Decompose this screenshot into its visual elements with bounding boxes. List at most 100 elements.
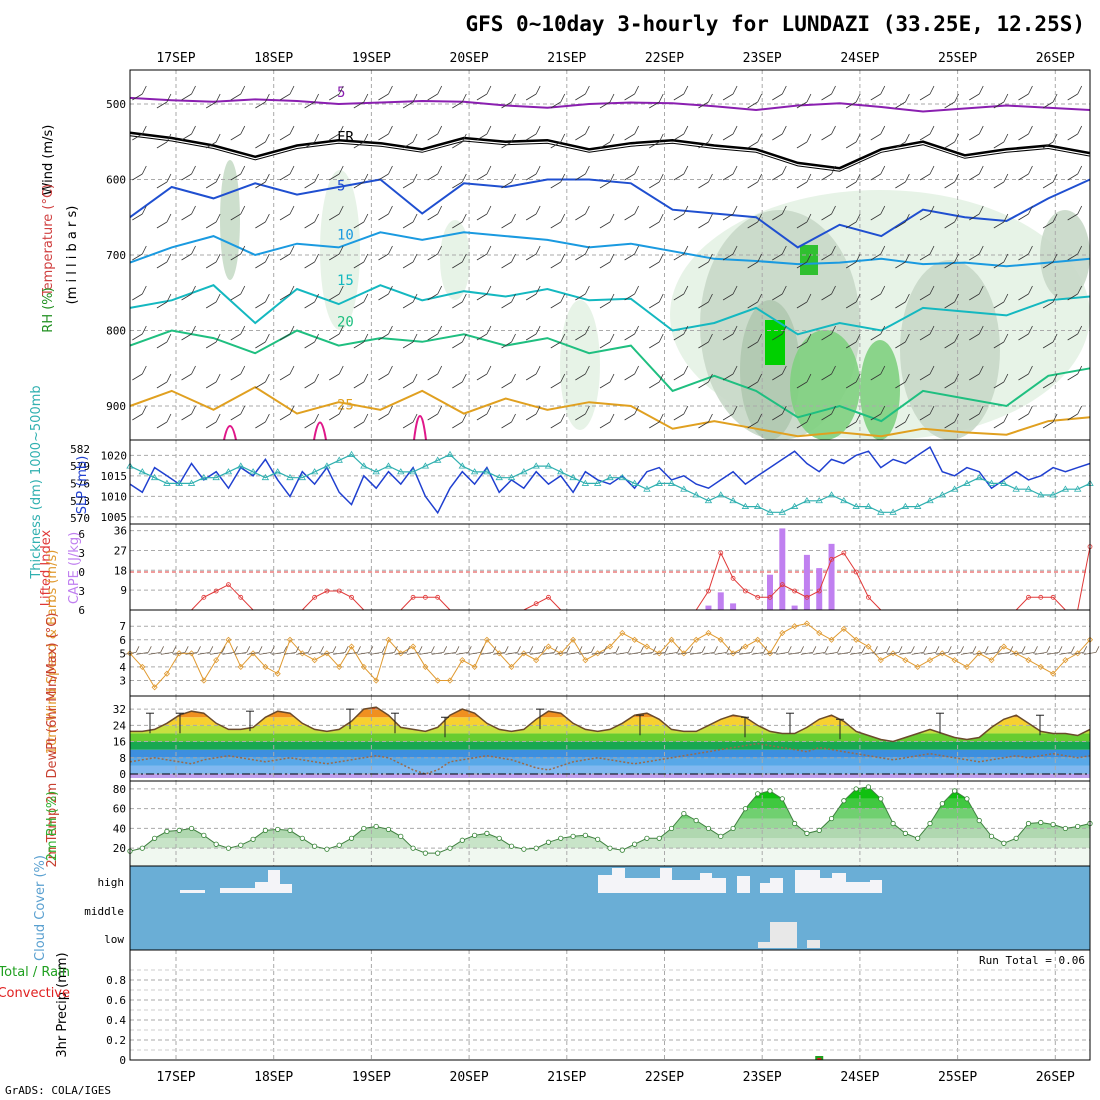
rh-marker <box>1050 821 1056 828</box>
wind-barb-10m <box>382 646 398 655</box>
tick-label-cape: 27 <box>114 544 127 557</box>
wind-speed-marker <box>496 650 503 657</box>
wind-barb-10m <box>603 646 620 655</box>
wind-barb-10m <box>702 646 718 655</box>
thickness-marker <box>1037 491 1045 498</box>
thickness-marker <box>840 497 848 504</box>
wind-barb <box>919 325 935 341</box>
wind-barb <box>329 365 344 381</box>
wind-barb <box>673 85 689 101</box>
wind-barb-10m <box>419 646 435 655</box>
wind-barb <box>845 213 861 229</box>
temperature-line <box>130 706 1091 743</box>
wind-speed-marker <box>594 650 601 657</box>
cloud-high <box>870 880 882 893</box>
rh-marker <box>1013 835 1019 841</box>
temperature-contour <box>129 131 1091 170</box>
cloud-level-label: middle <box>84 905 124 918</box>
wind-barb <box>1018 325 1033 341</box>
date-label-top: 19SEP <box>352 51 391 66</box>
rh-marker <box>755 791 761 797</box>
wind-barb <box>378 165 393 181</box>
thickness-marker <box>864 502 873 509</box>
wind-barb <box>575 285 590 301</box>
rh-marker <box>435 850 441 856</box>
wind-barb <box>944 253 959 269</box>
wind-barb <box>944 293 959 309</box>
wind-barb <box>132 365 147 381</box>
wind-barb <box>599 93 615 109</box>
date-axis-bottom: 17SEP 18SEP 19SEP 20SEP 21SEP 22SEP 23SEP 24SEP… <box>156 1070 1075 1085</box>
wind-speed-marker <box>1013 650 1020 657</box>
wind-barb <box>944 373 959 389</box>
wind-barb <box>1018 125 1033 141</box>
wind-barb <box>796 413 812 429</box>
rh-marker <box>201 832 207 838</box>
thickness-marker <box>606 473 614 481</box>
tick-label: 20 <box>113 842 126 855</box>
wind-barb <box>525 325 541 341</box>
wind-barb <box>821 165 836 181</box>
rh-marker <box>681 811 687 817</box>
cape-bar <box>779 528 786 610</box>
lifted-index-line <box>523 596 562 611</box>
cloud-high <box>820 878 832 893</box>
contour-label: 10 <box>337 228 354 244</box>
lifted-index-marker <box>866 594 871 600</box>
wind-speed-marker <box>410 643 417 650</box>
wind-barb <box>132 405 147 421</box>
tick-label: 7 <box>119 620 126 633</box>
wind-barb <box>722 285 738 301</box>
wind-barb <box>132 245 147 261</box>
date-label-top: 26SEP <box>1036 51 1075 66</box>
wind-barb <box>796 293 812 309</box>
thickness-marker <box>433 456 442 463</box>
wind-speed-marker <box>717 636 724 643</box>
wind-barb-10m <box>825 646 841 655</box>
tick-label: 24 <box>113 719 127 732</box>
wind-barb <box>969 405 984 421</box>
wind-barb <box>895 413 910 429</box>
lifted-index-line <box>301 590 365 611</box>
wind-barb <box>722 405 738 421</box>
thickness-marker <box>261 473 270 481</box>
wind-barb <box>427 365 443 381</box>
wind-barb <box>845 413 861 429</box>
rh-marker <box>939 801 945 807</box>
wind-speed-marker <box>446 677 454 684</box>
thickness-marker <box>1000 479 1008 486</box>
lifted-index-marker <box>718 550 724 556</box>
rh-marker <box>952 788 958 794</box>
wind-barb <box>1067 245 1083 261</box>
tick-label: 60 <box>113 803 126 816</box>
wind-barb <box>649 253 664 269</box>
wind-barb <box>747 133 763 149</box>
wind-barb <box>427 125 443 141</box>
wind-barb <box>870 365 886 381</box>
wind-barb <box>969 245 984 261</box>
wind-barb <box>550 253 566 269</box>
wind-barb <box>895 333 910 349</box>
wind-speed-marker <box>926 657 934 664</box>
wind-barb <box>624 285 639 301</box>
wind-barb <box>501 213 516 229</box>
wind-barb <box>944 333 959 349</box>
wind-barb <box>402 173 418 189</box>
wind-barb <box>919 405 935 421</box>
wind-barb <box>673 365 689 381</box>
wind-barb <box>476 405 492 421</box>
tick-label: 4 <box>119 661 126 674</box>
cloud-cover-label: Cloud Cover (%) <box>33 855 48 961</box>
wind-barb <box>722 365 738 381</box>
rh-marker <box>373 823 379 830</box>
wind-barb-10m <box>431 646 448 655</box>
wind-barb-10m <box>985 646 1001 655</box>
wind-barb <box>919 365 935 381</box>
wind-barb <box>205 93 221 109</box>
wind-barb <box>845 133 861 149</box>
cloud-high <box>672 880 700 893</box>
wind-barb <box>698 253 713 269</box>
wind-barb-10m <box>960 646 977 655</box>
wind-barb <box>230 205 246 221</box>
